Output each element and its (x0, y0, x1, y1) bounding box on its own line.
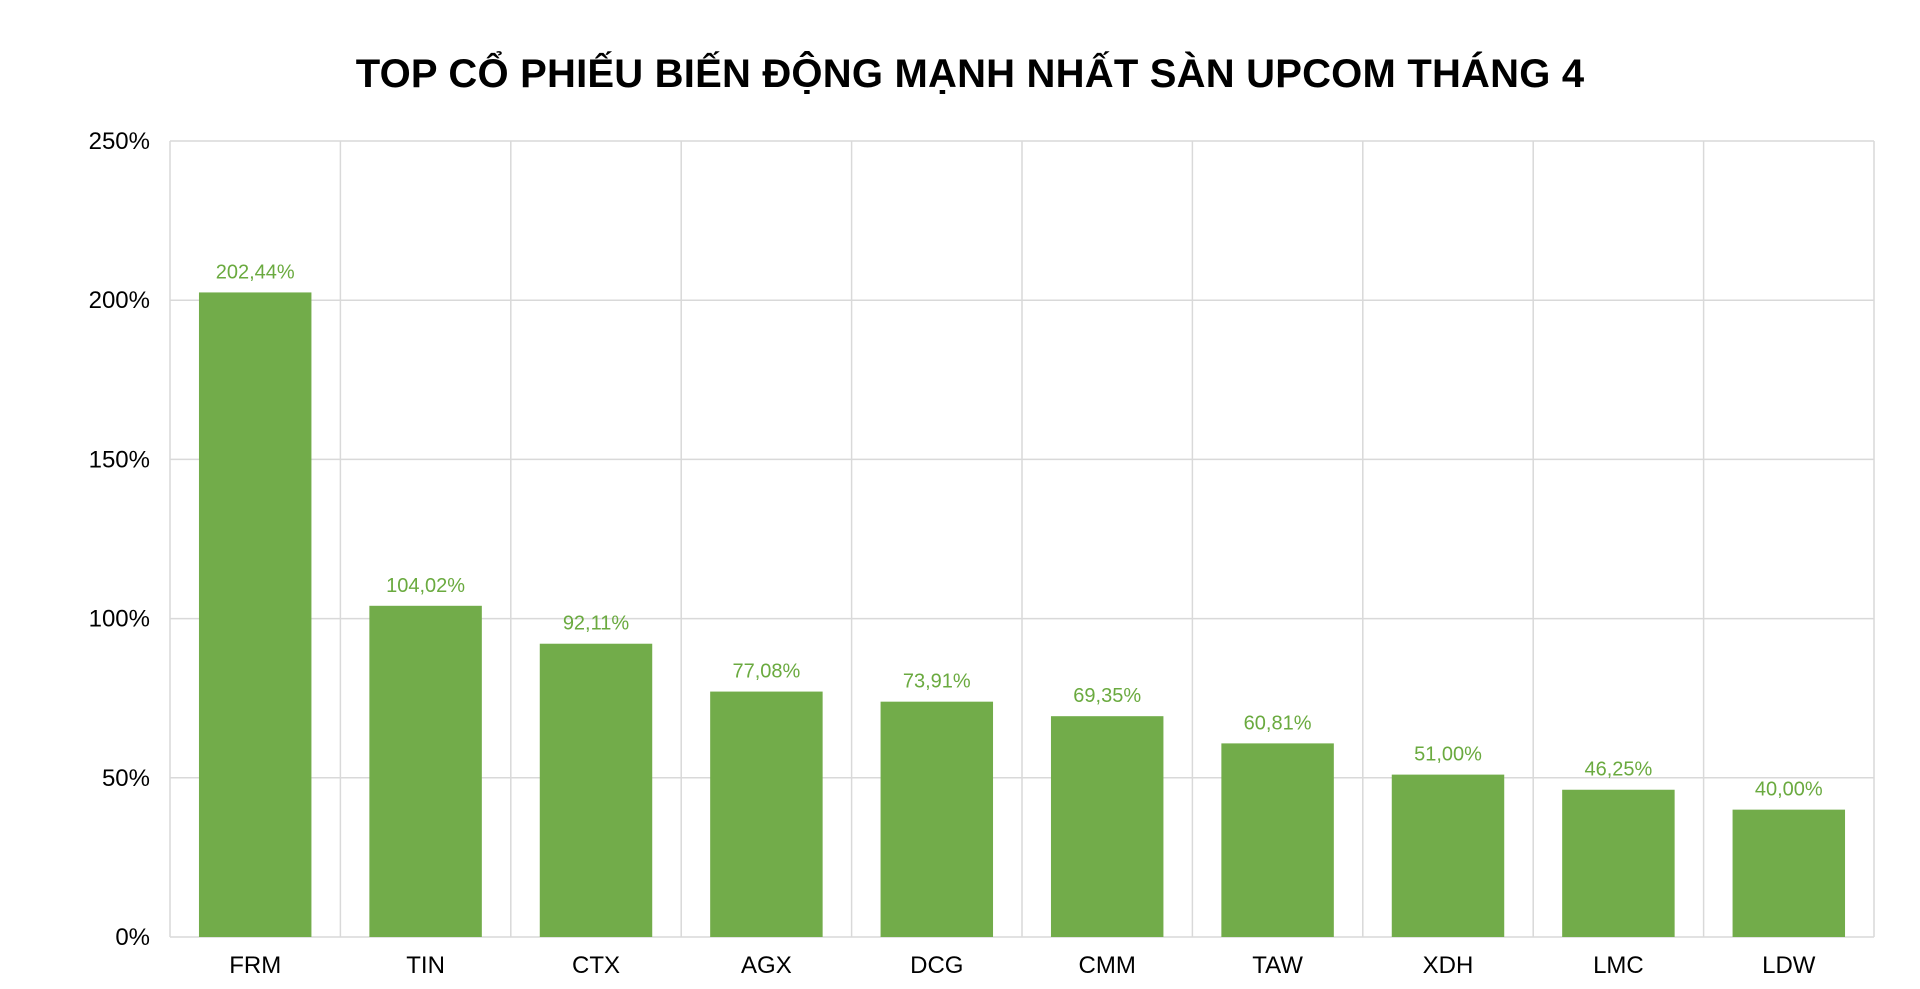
data-label: 69,35% (1073, 685, 1141, 707)
data-labels: 202,44% 104,02% 92,11% 77,08% 73,91% 69,35% 60… (216, 261, 1823, 800)
bar (710, 691, 823, 937)
bar (1221, 743, 1334, 937)
data-label: 51,00% (1414, 744, 1482, 766)
chart-title: TOP CỔ PHIẾU BIẾN ĐỘNG MẠNH NHẤT SÀN UPC… (355, 52, 1585, 96)
bar (1732, 809, 1846, 937)
data-label: 104,02% (386, 575, 465, 597)
data-label: 202,44% (216, 261, 295, 283)
x-tick-label: TIN (406, 952, 445, 979)
data-label: 73,91% (903, 671, 971, 693)
bar (198, 292, 312, 937)
bar (880, 701, 994, 937)
bars (198, 292, 1846, 937)
y-tick-label: 200% (89, 287, 150, 314)
x-tick-label: CTX (572, 952, 620, 979)
data-label: 46,25% (1584, 759, 1652, 781)
x-tick-label: LDW (1762, 952, 1816, 979)
bar (539, 643, 653, 937)
data-label: 60,81% (1244, 712, 1312, 734)
y-axis-ticks: 0% 50% 100% 150% 200% 250% (89, 128, 150, 951)
data-label: 77,08% (732, 661, 800, 683)
x-tick-label: AGX (741, 952, 792, 979)
y-tick-label: 100% (89, 606, 150, 633)
y-tick-label: 50% (102, 765, 150, 792)
bar (1050, 716, 1164, 937)
bar (1391, 774, 1505, 937)
x-tick-label: TAW (1252, 952, 1303, 979)
x-axis-ticks: FRM TIN CTX AGX DCG CMM TAW XDH LMC LDW (229, 952, 1816, 979)
y-tick-label: 250% (89, 128, 150, 155)
x-tick-label: CMM (1079, 952, 1136, 979)
x-tick-label: FRM (229, 952, 281, 979)
data-label: 92,11% (563, 613, 630, 635)
data-label: 40,00% (1755, 779, 1823, 801)
x-tick-label: LMC (1593, 952, 1644, 979)
bar (1562, 789, 1675, 937)
y-tick-label: 0% (115, 924, 150, 951)
bar (369, 605, 482, 937)
x-tick-label: DCG (910, 952, 963, 979)
x-tick-label: XDH (1423, 952, 1474, 979)
y-tick-label: 150% (89, 446, 150, 473)
